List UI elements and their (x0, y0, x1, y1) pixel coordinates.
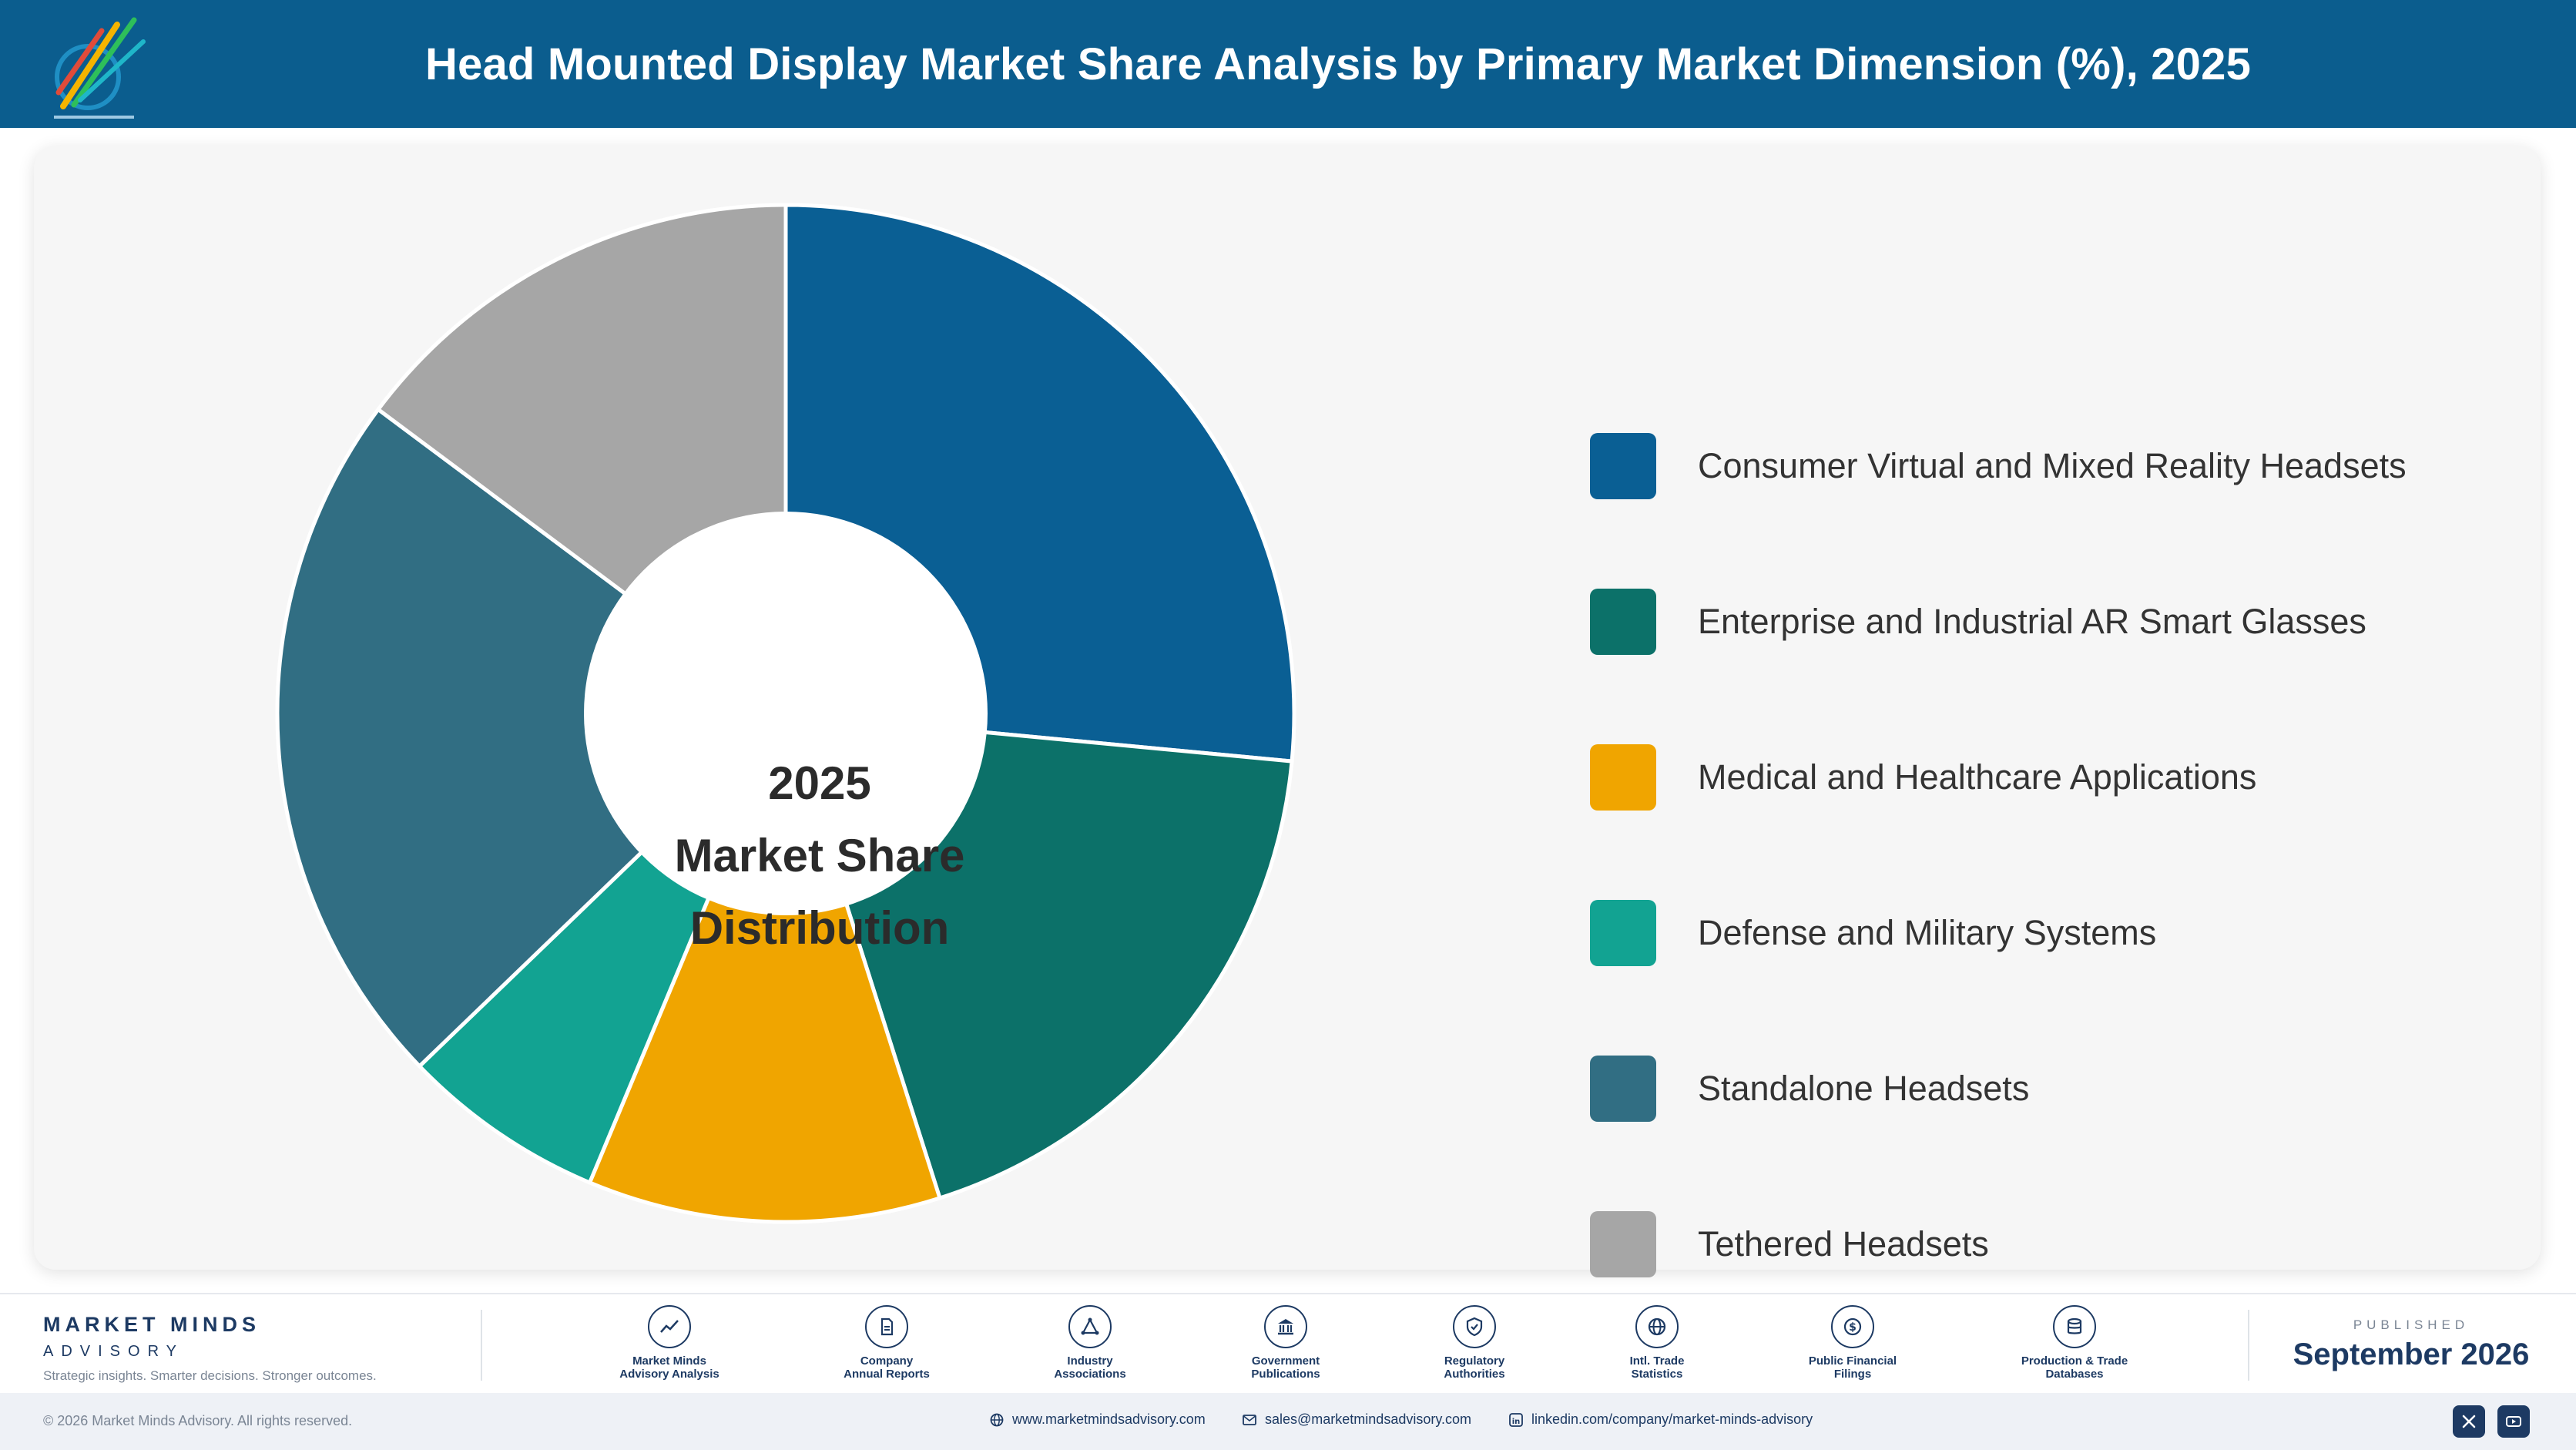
donut-chart (275, 203, 1296, 1224)
source-label-line: Industry (1067, 1354, 1113, 1368)
legend-label: Medical and Healthcare Applications (1698, 757, 2257, 797)
source-label-line: Annual Reports (844, 1368, 930, 1381)
svg-text:$: $ (1849, 1321, 1857, 1334)
source-company-reports: Company Annual Reports (810, 1305, 964, 1381)
copyright-text: © 2026 Market Minds Advisory. All rights… (43, 1413, 353, 1428)
legend-item: Tethered Headsets (1590, 1211, 2514, 1277)
legend-swatch (1590, 1056, 1656, 1122)
source-label: Public Financial Filings (1776, 1354, 1930, 1381)
legend-label: Consumer Virtual and Mixed Reality Heads… (1698, 446, 2407, 485)
database-icon (2053, 1305, 2096, 1348)
donut-hole (584, 512, 988, 915)
website-link[interactable]: www.marketmindsadvisory.com (989, 1411, 1206, 1428)
source-intl-trade: Intl. Trade Statistics (1580, 1305, 1734, 1381)
source-label: Regulatory Authorities (1397, 1354, 1551, 1381)
source-label: Industry Associations (1013, 1354, 1167, 1381)
legend-item: Medical and Healthcare Applications (1590, 744, 2514, 811)
pie-slice-5 (275, 407, 788, 1069)
legend-label: Enterprise and Industrial AR Smart Glass… (1698, 602, 2366, 641)
brand-sub: ADVISORY (43, 1343, 184, 1360)
legend-label: Defense and Military Systems (1698, 913, 2157, 952)
email-link[interactable]: sales@marketmindsadvisory.com (1242, 1411, 1471, 1428)
legend-swatch (1590, 900, 1656, 966)
youtube-social-button[interactable] (2497, 1405, 2530, 1438)
brand-tagline: Strategic insights. Smarter decisions. S… (43, 1368, 377, 1383)
market-minds-logo-icon (40, 8, 148, 123)
center-year: 2025 (768, 757, 871, 809)
youtube-icon (2506, 1416, 2521, 1427)
linkedin-icon: in (1509, 1412, 1523, 1427)
footer-sources-bar: MARKET MINDS ADVISORY Strategic insights… (0, 1293, 2576, 1395)
legend-swatch (1590, 1211, 1656, 1277)
network-icon (1068, 1305, 1112, 1348)
chart-title: Head Mounted Display Market Share Analys… (424, 39, 2252, 89)
legend-item: Standalone Headsets (1590, 1056, 2514, 1122)
legend-label: Standalone Headsets (1698, 1069, 2030, 1108)
source-label-line: Publications (1251, 1368, 1320, 1381)
source-label-line: Public Financial (1808, 1354, 1897, 1368)
source-label-line: Databases (2045, 1368, 2104, 1381)
source-regulatory-authorities: Regulatory Authorities (1397, 1305, 1551, 1381)
published-date: September 2026 (2293, 1338, 2530, 1371)
source-label-line: Advisory Analysis (619, 1368, 719, 1381)
email-text: sales@marketmindsadvisory.com (1265, 1411, 1472, 1427)
source-label-line: Government (1251, 1354, 1320, 1368)
government-building-icon (1264, 1305, 1307, 1348)
source-label-line: Company (860, 1354, 914, 1368)
source-label-line: Market Minds (632, 1354, 706, 1368)
brand-block: MARKET MINDS ADVISORY Strategic insights… (43, 1313, 377, 1384)
source-label-line: Production & Trade (2021, 1354, 2128, 1368)
source-label-line: Associations (1054, 1368, 1126, 1381)
linkedin-link[interactable]: in linkedin.com/company/market-minds-adv… (1508, 1411, 1813, 1428)
chart-card: 2025 Market Share Distribution Consumer … (34, 146, 2541, 1277)
trend-chart-icon (648, 1305, 691, 1348)
source-label: Production & Trade Databases (1997, 1354, 2152, 1381)
footer-bottom-bar: © 2026 Market Minds Advisory. All rights… (0, 1393, 2576, 1450)
donut-center-label: 2025 Market Share Distribution (627, 747, 1012, 965)
legend-swatch (1590, 589, 1656, 655)
source-market-minds: Market Minds Advisory Analysis (592, 1305, 746, 1381)
divider (481, 1310, 482, 1381)
linkedin-text: linkedin.com/company/market-minds-adviso… (1531, 1411, 1813, 1427)
legend-item: Defense and Military Systems (1590, 900, 2514, 966)
source-public-filings: $ Public Financial Filings (1776, 1305, 1930, 1381)
x-social-button[interactable] (2453, 1405, 2485, 1438)
source-government-publications: Government Publications (1209, 1305, 1363, 1381)
source-industry-associations: Industry Associations (1013, 1305, 1167, 1381)
brand-name: MARKET MINDS (43, 1313, 260, 1336)
legend-swatch (1590, 744, 1656, 811)
header-bar: Head Mounted Display Market Share Analys… (0, 0, 2576, 128)
legend-label: Tethered Headsets (1698, 1224, 1989, 1264)
legend-item: Consumer Virtual and Mixed Reality Heads… (1590, 433, 2514, 499)
published-label: PUBLISHED (2353, 1317, 2470, 1332)
source-label-line: Regulatory (1444, 1354, 1505, 1368)
center-line-distribution: Distribution (689, 902, 950, 954)
pie-slice-3 (588, 711, 942, 1224)
website-text: www.marketmindsadvisory.com (1012, 1411, 1206, 1427)
source-label: Intl. Trade Statistics (1580, 1354, 1734, 1381)
source-label-line: Filings (1833, 1368, 1872, 1381)
source-label: Company Annual Reports (810, 1354, 964, 1381)
source-label-line: Statistics (1631, 1368, 1683, 1381)
shield-check-icon (1453, 1305, 1496, 1348)
svg-text:in: in (1512, 1418, 1521, 1426)
published-block: PUBLISHED September 2026 (2257, 1317, 2565, 1372)
x-logo-icon (2462, 1415, 2476, 1428)
source-production-trade: Production & Trade Databases (1997, 1305, 2152, 1381)
source-label: Market Minds Advisory Analysis (592, 1354, 746, 1381)
globe-icon (1635, 1305, 1679, 1348)
divider (2248, 1310, 2249, 1381)
dollar-coin-icon: $ (1831, 1305, 1874, 1348)
center-line-market-share: Market Share (674, 830, 965, 881)
document-icon (865, 1305, 908, 1348)
source-label-line: Intl. Trade (1629, 1354, 1685, 1368)
mail-icon (1243, 1414, 1256, 1425)
source-label: Government Publications (1209, 1354, 1363, 1381)
legend-item: Enterprise and Industrial AR Smart Glass… (1590, 589, 2514, 655)
globe-icon (990, 1413, 1004, 1426)
source-label-line: Authorities (1444, 1368, 1505, 1381)
legend-swatch (1590, 433, 1656, 499)
